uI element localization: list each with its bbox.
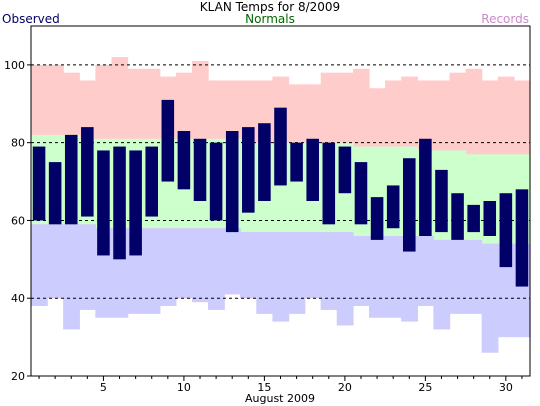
observed-bar-day-2: [48, 162, 62, 225]
legend-observed: Observed: [2, 12, 60, 26]
observed-bar-day-31: [515, 189, 529, 287]
y-tick-label-100: 100: [4, 59, 25, 72]
normal-low-band-day-2: [47, 224, 64, 299]
observed-bar-day-11: [193, 138, 207, 201]
chart-title: KLAN Temps for 8/2009: [199, 0, 341, 14]
normal-low-band-day-3: [63, 224, 80, 330]
normal-low-band-day-24: [401, 236, 418, 322]
observed-bar-day-25: [419, 138, 432, 236]
observed-bar-day-24: [402, 158, 416, 252]
normal-low-band-day-11: [191, 228, 209, 303]
observed-bars: [32, 99, 529, 287]
normal-low-band-day-18: [304, 232, 322, 299]
legend-records: Records: [481, 12, 529, 26]
normal-low-band-day-27: [449, 239, 467, 314]
observed-bar-day-21: [354, 162, 368, 225]
observed-bar-day-12: [209, 142, 223, 221]
normal-low-band-day-1: [31, 224, 48, 306]
observed-bar-day-6: [113, 146, 126, 260]
legend-normals: Normals: [245, 12, 295, 26]
normal-low-band-day-21: [352, 236, 370, 306]
normal-low-band-day-16: [272, 232, 290, 322]
observed-bar-day-19: [322, 142, 336, 225]
observed-bar-day-28: [467, 204, 480, 233]
observed-bar-day-14: [242, 127, 255, 213]
x-axis-label: August 2009: [245, 392, 315, 405]
x-tick-label-20: 20: [338, 381, 352, 394]
observed-bar-day-4: [81, 127, 94, 217]
normal-low-band-day-10: [175, 228, 193, 299]
observed-bar-day-18: [306, 138, 319, 201]
normal-low-band-day-29: [481, 243, 499, 353]
observed-bar-day-10: [177, 131, 191, 190]
normal-low-band-day-20: [336, 232, 354, 326]
normal-low-band-day-9: [159, 228, 177, 306]
observed-bar-day-30: [499, 193, 513, 268]
normal-low-band-day-13: [224, 228, 241, 295]
axis-ticks: [27, 64, 523, 381]
observed-bar-day-26: [435, 169, 448, 233]
y-tick-label-80: 80: [11, 137, 25, 150]
observed-bar-day-16: [274, 107, 287, 186]
x-tick-label-25: 25: [418, 381, 432, 394]
x-tick-label-5: 5: [100, 381, 107, 394]
observed-bar-day-23: [386, 185, 400, 229]
normal-low-band-day-28: [465, 239, 483, 314]
normal-low-band-day-25: [417, 236, 435, 306]
normal-low-band-day-26: [433, 239, 451, 330]
axis-tick-labels: 5 10 15 20 25 30 20 40 60 80 100: [4, 59, 513, 394]
observed-bar-day-1: [32, 146, 46, 221]
normal-low-band-day-4: [79, 224, 96, 310]
observed-bar-day-27: [451, 193, 464, 240]
observed-bar-day-9: [161, 99, 175, 182]
x-tick-label-15: 15: [257, 381, 271, 394]
x-tick-label-30: 30: [499, 381, 513, 394]
observed-bar-day-22: [370, 197, 384, 240]
y-tick-label-20: 20: [11, 370, 25, 383]
observed-bar-day-17: [290, 142, 303, 182]
observed-bar-day-20: [338, 146, 352, 194]
x-tick-label-10: 10: [177, 381, 191, 394]
observed-bar-day-15: [258, 123, 271, 201]
normal-low-band-day-14: [240, 232, 257, 299]
normal-low-band-day-15: [256, 232, 274, 314]
observed-bar-day-3: [64, 134, 78, 225]
normal-low-band-day-8: [143, 228, 161, 314]
observed-bar-day-7: [129, 150, 142, 256]
normal-low-band-day-12: [208, 228, 225, 310]
observed-bar-day-5: [97, 150, 110, 256]
observed-bar-day-13: [225, 131, 239, 233]
y-tick-label-60: 60: [11, 214, 25, 227]
normal-low-band-day-22: [369, 236, 386, 318]
observed-bar-day-29: [483, 201, 497, 236]
y-tick-label-40: 40: [11, 292, 25, 305]
normal-low-band-day-23: [385, 236, 402, 318]
observed-bar-day-8: [145, 146, 159, 217]
normal-low-band-day-19: [320, 232, 338, 310]
normal-low-band-day-17: [288, 232, 306, 314]
